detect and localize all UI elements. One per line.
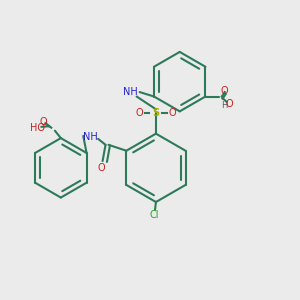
Text: O: O: [221, 85, 229, 96]
Text: NH: NH: [123, 87, 138, 97]
Text: O: O: [39, 117, 47, 127]
Text: S: S: [152, 108, 160, 118]
Text: O: O: [225, 99, 233, 109]
Text: O: O: [97, 163, 105, 173]
Text: Cl: Cl: [150, 210, 159, 220]
Text: HO: HO: [30, 123, 45, 133]
Text: O: O: [169, 108, 176, 118]
Text: H: H: [222, 101, 228, 110]
Text: NH: NH: [83, 132, 98, 142]
Text: O: O: [136, 108, 143, 118]
